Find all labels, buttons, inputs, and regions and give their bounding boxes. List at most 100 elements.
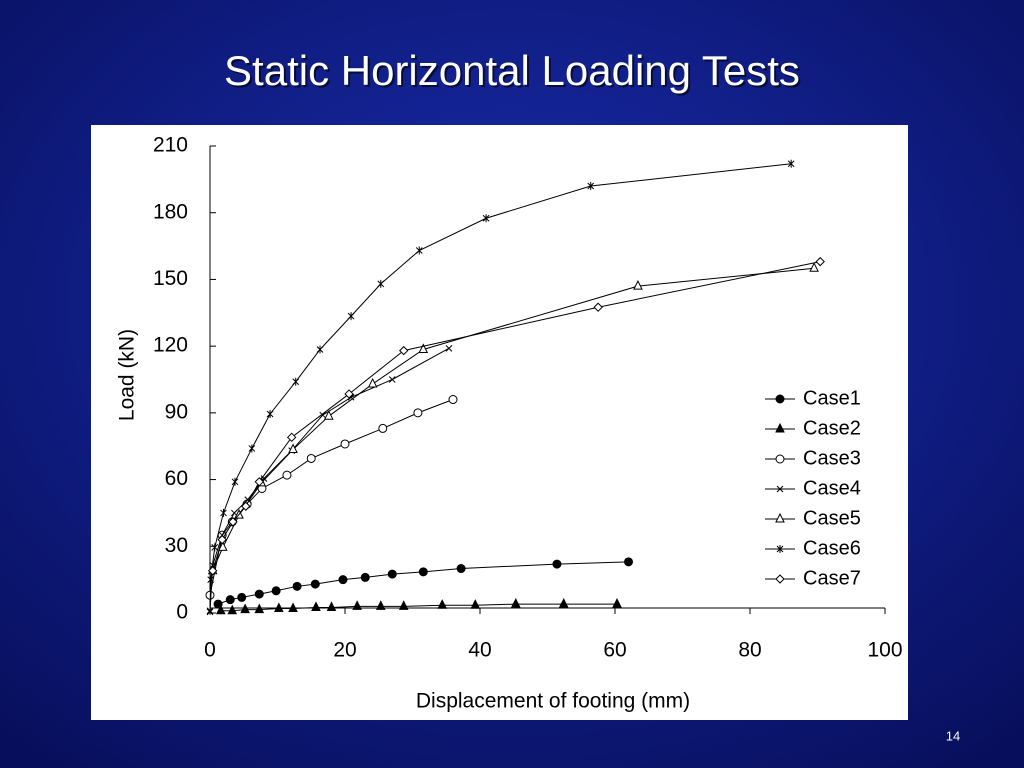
marker: [360, 572, 370, 582]
marker: [378, 423, 388, 433]
marker: [456, 564, 466, 574]
marker: [413, 408, 423, 418]
marker: [274, 602, 284, 613]
marker: [338, 575, 348, 585]
slide-title: Static Horizontal Loading Tests: [224, 47, 800, 94]
marker: [375, 600, 386, 610]
y-axis-label: Load (kN): [116, 329, 139, 421]
marker: [482, 214, 490, 223]
marker: [220, 508, 227, 517]
marker: [388, 376, 396, 383]
marker: [624, 557, 633, 567]
marker: [311, 601, 321, 611]
legend-label: Case1: [803, 387, 861, 409]
x-axis-label: Displacement of footing (mm): [416, 690, 690, 713]
legend-marker: [776, 485, 784, 493]
legend-marker: [776, 545, 784, 553]
marker: [237, 592, 247, 602]
legend-label: Case5: [803, 507, 861, 529]
marker: [248, 444, 256, 453]
marker: [282, 470, 292, 480]
marker: [470, 599, 481, 609]
marker: [587, 182, 595, 191]
marker: [809, 262, 819, 272]
marker: [292, 377, 300, 386]
x-tick-label: 0: [204, 639, 216, 662]
y-tick-label: 120: [153, 334, 188, 357]
marker: [398, 600, 409, 610]
marker: [633, 279, 643, 290]
marker: [787, 159, 795, 168]
marker: [266, 409, 274, 418]
marker: [352, 600, 362, 610]
y-tick-label: 30: [165, 534, 188, 557]
legend-marker: [775, 454, 785, 464]
y-tick-label: 150: [153, 267, 188, 290]
legend-marker: [775, 574, 785, 584]
marker: [228, 517, 238, 527]
marker: [206, 606, 214, 615]
marker: [399, 345, 409, 356]
y-tick-label: 0: [176, 601, 188, 624]
x-tick-label: 80: [738, 639, 761, 662]
marker: [207, 566, 218, 576]
marker: [387, 569, 397, 579]
marker: [254, 603, 265, 614]
marker: [445, 345, 453, 352]
marker: [448, 395, 458, 405]
marker: [347, 312, 355, 321]
series-line: [212, 267, 815, 571]
marker: [231, 477, 239, 486]
marker: [377, 279, 385, 288]
legend-marker: [775, 394, 785, 404]
x-tick-label: 20: [333, 639, 356, 662]
marker: [323, 410, 334, 420]
marker: [418, 343, 429, 353]
marker: [211, 543, 219, 552]
marker: [340, 439, 350, 449]
marker: [310, 579, 320, 589]
legend-marker: [775, 422, 785, 433]
marker: [207, 575, 215, 584]
marker: [558, 597, 569, 608]
legend-label: Case3: [803, 447, 861, 469]
marker: [306, 453, 316, 463]
marker: [367, 377, 378, 388]
legend-label: Case4: [803, 477, 861, 499]
marker: [418, 567, 428, 577]
marker: [218, 541, 228, 551]
x-tick-label: 100: [867, 639, 902, 662]
marker: [593, 302, 603, 312]
legend-label: Case7: [803, 567, 861, 589]
title-shadow: Static Horizontal Loading Tests: [226, 49, 802, 96]
marker: [254, 477, 264, 487]
marker: [217, 534, 227, 545]
x-tick-label: 40: [468, 639, 491, 662]
marker: [288, 443, 298, 454]
marker: [288, 602, 298, 613]
marker: [215, 604, 226, 615]
y-tick-label: 180: [153, 200, 188, 223]
page-number: 14: [946, 728, 960, 743]
legend-label: Case6: [803, 537, 861, 559]
marker: [510, 597, 521, 608]
y-tick-label: 90: [165, 400, 188, 423]
marker: [227, 604, 238, 615]
chart-panel: [91, 125, 908, 720]
marker: [344, 389, 354, 399]
marker: [292, 581, 302, 591]
marker: [552, 559, 562, 569]
marker: [240, 603, 250, 614]
x-tick-label: 60: [603, 639, 626, 662]
marker: [225, 595, 235, 605]
marker: [254, 589, 264, 599]
marker: [241, 501, 251, 511]
series-line: [220, 603, 618, 612]
series-line: [212, 261, 821, 571]
legend-label: Case2: [803, 417, 861, 439]
marker: [286, 432, 297, 443]
marker: [319, 411, 327, 419]
marker: [815, 256, 825, 267]
marker: [612, 597, 622, 608]
